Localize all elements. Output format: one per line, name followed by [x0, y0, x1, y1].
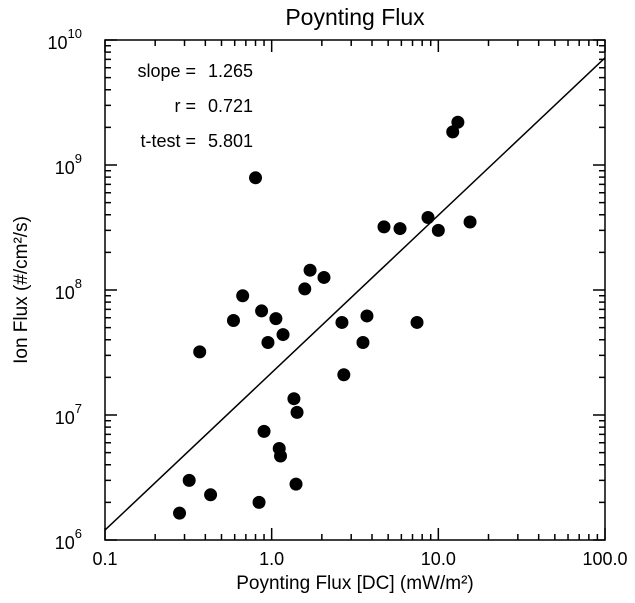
point [249, 171, 263, 185]
point [446, 125, 460, 139]
point [393, 222, 407, 236]
x-tick-label: 10.0 [421, 549, 456, 569]
y-tick-label: 1010 [48, 26, 83, 52]
point [252, 495, 266, 509]
y-tick-base: 10 [55, 408, 75, 428]
y-tick-label: 108 [55, 276, 82, 302]
point [182, 473, 196, 487]
x-tick-label: 100.0 [582, 549, 627, 569]
point [431, 223, 445, 237]
y-tick-label: 106 [55, 526, 82, 552]
point [193, 345, 207, 359]
y-tick-exponent: 9 [75, 151, 82, 166]
point [451, 115, 465, 129]
y-axis-label: Ion Flux (#/cm²/s) [11, 216, 32, 364]
annotation-value: 5.801 [208, 131, 253, 151]
y-tick-base: 10 [55, 283, 75, 303]
y-tick-exponent: 6 [75, 526, 82, 541]
annotation-label: slope = [137, 61, 196, 81]
y-tick-base: 10 [55, 533, 75, 553]
point [204, 488, 218, 502]
x-tick-label: 0.1 [92, 549, 117, 569]
y-tick-label: 107 [55, 401, 82, 427]
point [173, 506, 187, 520]
x-tick-label: 1.0 [259, 549, 284, 569]
point [261, 336, 275, 350]
x-axis-label: Poynting Flux [DC] (mW/m²) [236, 573, 474, 594]
point [236, 289, 250, 303]
annotation-label: t-test = [140, 131, 196, 151]
point [463, 215, 477, 229]
point [410, 315, 424, 329]
fit-line [104, 57, 606, 531]
y-tick-exponent: 7 [75, 401, 82, 416]
point [356, 336, 370, 350]
chart-title: Poynting Flux [285, 4, 425, 30]
point [257, 424, 271, 438]
point [274, 449, 288, 463]
point [360, 309, 374, 323]
point [335, 315, 349, 329]
annotation-value: 0.721 [208, 96, 253, 116]
point [377, 220, 391, 234]
y-tick-exponent: 8 [75, 276, 82, 291]
y-tick-base: 10 [48, 33, 68, 53]
point [290, 405, 304, 419]
y-tick-exponent: 10 [68, 26, 82, 41]
point [269, 312, 283, 326]
y-tick-label: 109 [55, 151, 82, 177]
point [317, 270, 331, 284]
point [255, 304, 269, 318]
point [226, 314, 240, 328]
annotation-value: 1.265 [208, 61, 253, 81]
point [303, 263, 317, 277]
point [298, 282, 312, 296]
point [287, 392, 301, 406]
point [421, 211, 435, 225]
annotation-label: r = [174, 96, 196, 116]
point [289, 477, 303, 491]
y-tick-base: 10 [55, 158, 75, 178]
point [337, 368, 351, 382]
point [276, 328, 290, 342]
